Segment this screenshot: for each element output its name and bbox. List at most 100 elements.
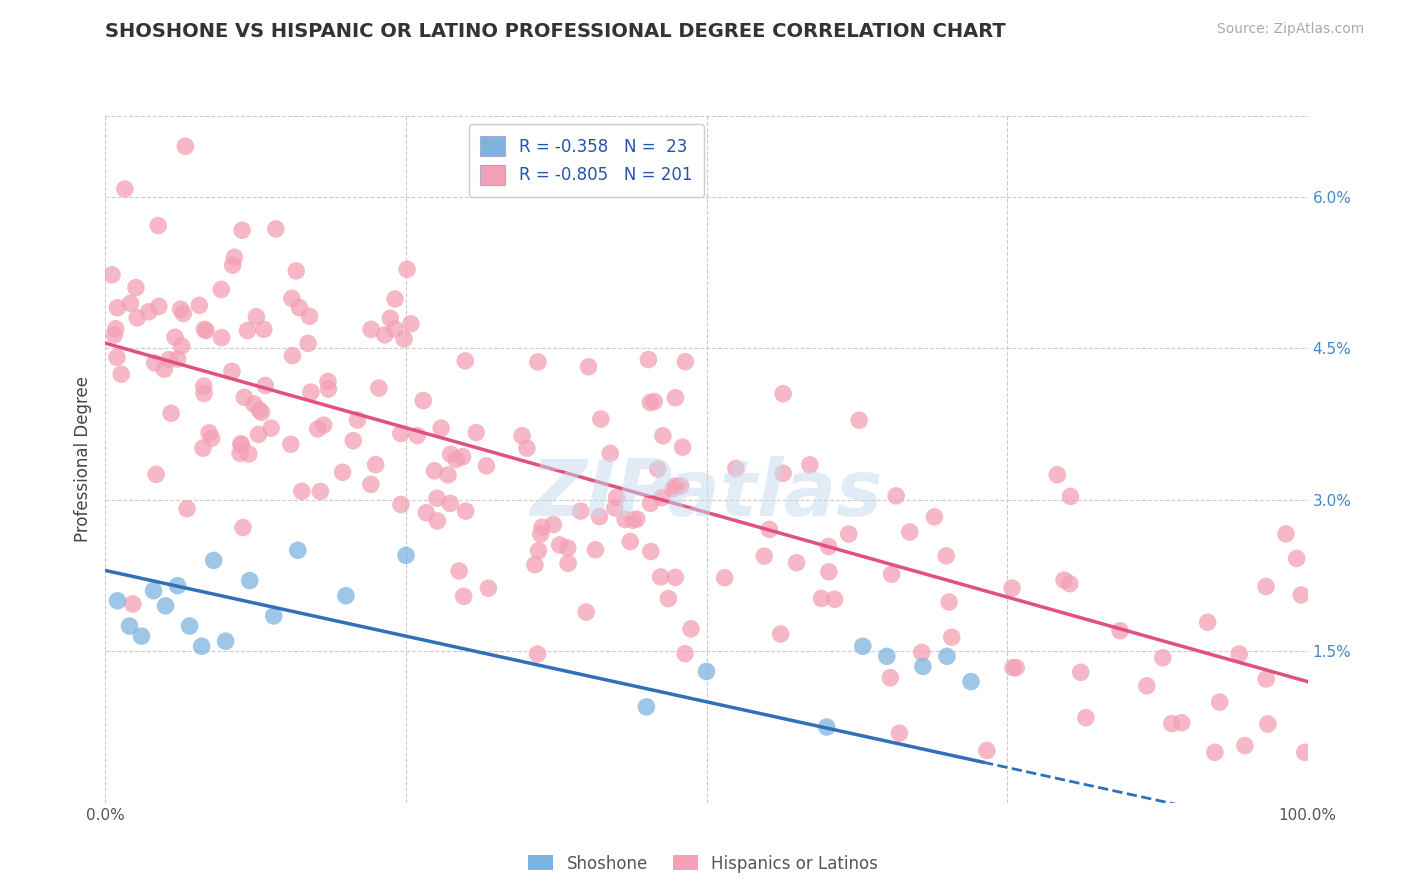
Point bbox=[637, 352, 659, 367]
Point bbox=[650, 570, 672, 584]
Point bbox=[583, 542, 606, 557]
Point bbox=[838, 527, 860, 541]
Point bbox=[439, 496, 461, 510]
Point bbox=[799, 458, 821, 472]
Point bbox=[224, 250, 246, 264]
Point bbox=[142, 583, 165, 598]
Point bbox=[145, 467, 167, 482]
Point bbox=[1160, 716, 1182, 731]
Point bbox=[389, 498, 412, 512]
Point bbox=[374, 327, 396, 342]
Point bbox=[454, 504, 477, 518]
Point bbox=[713, 571, 735, 585]
Point bbox=[724, 461, 747, 475]
Point bbox=[384, 292, 406, 306]
Point bbox=[245, 310, 267, 324]
Point bbox=[110, 368, 132, 382]
Point bbox=[810, 591, 832, 606]
Point bbox=[332, 465, 354, 479]
Point bbox=[229, 446, 252, 460]
Point bbox=[318, 382, 340, 396]
Point bbox=[202, 553, 225, 567]
Point bbox=[640, 496, 662, 510]
Point bbox=[138, 305, 160, 319]
Point bbox=[166, 579, 188, 593]
Point bbox=[439, 447, 461, 461]
Point bbox=[231, 223, 253, 237]
Point bbox=[647, 462, 669, 476]
Point bbox=[527, 355, 550, 369]
Point bbox=[148, 299, 170, 313]
Point bbox=[614, 512, 637, 526]
Point bbox=[214, 634, 236, 648]
Point bbox=[107, 594, 129, 608]
Point bbox=[1275, 527, 1298, 541]
Point bbox=[312, 418, 335, 433]
Point bbox=[1227, 647, 1250, 661]
Point bbox=[148, 219, 170, 233]
Point bbox=[938, 595, 960, 609]
Point bbox=[619, 534, 641, 549]
Point bbox=[399, 317, 422, 331]
Point bbox=[157, 352, 180, 367]
Point bbox=[155, 599, 177, 613]
Point bbox=[879, 671, 901, 685]
Point bbox=[166, 351, 188, 366]
Point bbox=[876, 649, 898, 664]
Point bbox=[475, 458, 498, 473]
Point bbox=[941, 630, 963, 644]
Point bbox=[291, 484, 314, 499]
Point bbox=[662, 482, 685, 496]
Point bbox=[1046, 467, 1069, 482]
Point bbox=[477, 581, 499, 595]
Point bbox=[636, 699, 658, 714]
Point bbox=[285, 264, 308, 278]
Point bbox=[664, 479, 686, 493]
Point bbox=[889, 726, 911, 740]
Point bbox=[824, 592, 846, 607]
Point bbox=[1285, 551, 1308, 566]
Point bbox=[527, 543, 550, 558]
Point bbox=[772, 467, 794, 481]
Point bbox=[531, 520, 554, 534]
Point bbox=[621, 513, 644, 527]
Point bbox=[193, 322, 215, 336]
Point bbox=[548, 538, 571, 552]
Point bbox=[672, 440, 695, 454]
Point bbox=[179, 619, 201, 633]
Point bbox=[342, 434, 364, 448]
Point bbox=[960, 674, 983, 689]
Point bbox=[309, 484, 332, 499]
Point bbox=[307, 422, 329, 436]
Point bbox=[453, 590, 475, 604]
Point bbox=[1074, 711, 1097, 725]
Point bbox=[1136, 679, 1159, 693]
Point bbox=[412, 393, 434, 408]
Point bbox=[232, 520, 254, 534]
Point bbox=[221, 364, 243, 378]
Point bbox=[120, 296, 142, 310]
Point bbox=[569, 504, 592, 518]
Point bbox=[769, 627, 792, 641]
Point bbox=[153, 362, 176, 376]
Point bbox=[669, 479, 692, 493]
Point bbox=[239, 574, 262, 588]
Point bbox=[679, 622, 702, 636]
Point bbox=[1059, 576, 1081, 591]
Point bbox=[103, 327, 125, 342]
Y-axis label: Professional Degree: Professional Degree bbox=[73, 376, 91, 542]
Point bbox=[1152, 650, 1174, 665]
Point bbox=[335, 589, 357, 603]
Point bbox=[426, 491, 449, 506]
Point bbox=[384, 322, 406, 336]
Point bbox=[1256, 672, 1278, 686]
Point bbox=[758, 523, 780, 537]
Point bbox=[415, 506, 437, 520]
Point bbox=[367, 381, 389, 395]
Legend: Shoshone, Hispanics or Latinos: Shoshone, Hispanics or Latinos bbox=[522, 848, 884, 880]
Point bbox=[626, 512, 648, 526]
Point bbox=[976, 743, 998, 757]
Point bbox=[543, 517, 565, 532]
Point bbox=[236, 324, 259, 338]
Point bbox=[1059, 489, 1081, 503]
